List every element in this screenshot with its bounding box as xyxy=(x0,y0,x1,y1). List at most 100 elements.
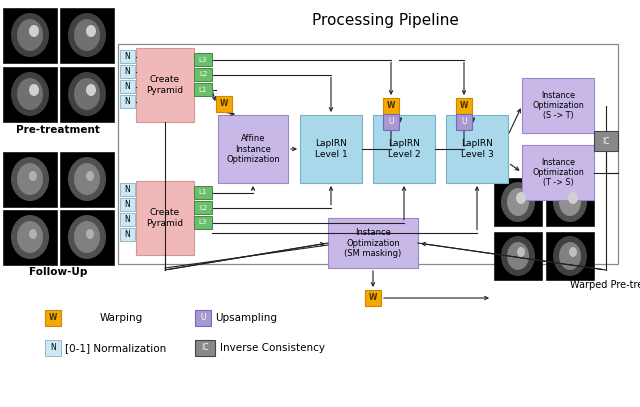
Bar xyxy=(456,98,472,114)
Ellipse shape xyxy=(17,221,43,253)
Bar xyxy=(194,68,212,81)
Ellipse shape xyxy=(501,236,535,276)
Ellipse shape xyxy=(516,192,526,204)
Bar xyxy=(383,114,399,130)
Text: W: W xyxy=(460,101,468,110)
Bar xyxy=(60,8,114,63)
Text: N: N xyxy=(125,215,131,224)
Text: Affine
Instance
Optimization: Affine Instance Optimization xyxy=(226,134,280,164)
Bar xyxy=(120,213,135,226)
Text: L2: L2 xyxy=(199,72,207,77)
Bar xyxy=(120,65,135,78)
Ellipse shape xyxy=(553,236,587,276)
Ellipse shape xyxy=(507,188,529,216)
Ellipse shape xyxy=(11,13,49,57)
Bar xyxy=(546,178,594,226)
Text: L3: L3 xyxy=(199,219,207,225)
Ellipse shape xyxy=(559,188,581,216)
Ellipse shape xyxy=(68,72,106,116)
Ellipse shape xyxy=(74,163,100,195)
Ellipse shape xyxy=(68,157,106,201)
Ellipse shape xyxy=(517,247,525,257)
Bar xyxy=(194,186,212,199)
Ellipse shape xyxy=(11,215,49,259)
Ellipse shape xyxy=(86,25,96,37)
Bar xyxy=(60,67,114,122)
Text: IC: IC xyxy=(201,344,209,352)
Bar xyxy=(194,83,212,96)
Bar xyxy=(300,115,362,183)
Ellipse shape xyxy=(507,242,529,270)
Bar xyxy=(218,115,288,183)
Bar xyxy=(195,310,211,326)
Bar xyxy=(45,310,61,326)
Text: Warping: Warping xyxy=(100,313,143,323)
Bar xyxy=(373,115,435,183)
Text: Create
Pyramid: Create Pyramid xyxy=(147,75,184,95)
Text: Create
Pyramid: Create Pyramid xyxy=(147,208,184,228)
Bar xyxy=(216,96,232,112)
Bar xyxy=(194,201,212,214)
Ellipse shape xyxy=(559,242,581,270)
Bar xyxy=(194,53,212,66)
Ellipse shape xyxy=(569,247,577,257)
Text: L1: L1 xyxy=(199,87,207,92)
Bar xyxy=(120,50,135,63)
Bar xyxy=(383,98,399,114)
Bar xyxy=(120,198,135,211)
Bar xyxy=(328,218,418,268)
Text: N: N xyxy=(125,97,131,106)
Ellipse shape xyxy=(17,78,43,110)
Text: LapIRN
Level 3: LapIRN Level 3 xyxy=(461,139,493,159)
Bar xyxy=(45,340,61,356)
Text: IC: IC xyxy=(602,136,610,145)
Text: N: N xyxy=(125,185,131,194)
Bar xyxy=(195,340,215,356)
Text: N: N xyxy=(125,230,131,239)
Text: Processing Pipeline: Processing Pipeline xyxy=(312,13,458,28)
Ellipse shape xyxy=(68,13,106,57)
Bar xyxy=(494,178,542,226)
Text: U: U xyxy=(461,118,467,127)
Text: W: W xyxy=(369,293,377,302)
Bar xyxy=(594,131,618,151)
Text: Follow-Up: Follow-Up xyxy=(29,267,87,277)
Bar xyxy=(120,95,135,108)
Ellipse shape xyxy=(501,182,535,222)
Text: W: W xyxy=(220,99,228,109)
Text: Inverse Consistency: Inverse Consistency xyxy=(220,343,325,353)
Bar xyxy=(446,115,508,183)
Text: U: U xyxy=(388,118,394,127)
Text: N: N xyxy=(125,52,131,61)
Bar xyxy=(3,210,57,265)
Text: L1: L1 xyxy=(199,190,207,195)
Text: Pre-treatment: Pre-treatment xyxy=(16,125,100,135)
Bar xyxy=(136,181,194,255)
Ellipse shape xyxy=(568,192,578,204)
Text: Upsampling: Upsampling xyxy=(215,313,277,323)
Text: N: N xyxy=(125,82,131,91)
Text: Instance
Optimization
(S -> T): Instance Optimization (S -> T) xyxy=(532,91,584,120)
Bar xyxy=(3,8,57,63)
Ellipse shape xyxy=(74,19,100,51)
Bar xyxy=(3,67,57,122)
Text: Warped Pre-treatment: Warped Pre-treatment xyxy=(570,280,640,290)
Text: U: U xyxy=(200,313,205,322)
Bar xyxy=(546,232,594,280)
Text: LapIRN
Level 2: LapIRN Level 2 xyxy=(388,139,420,159)
Bar xyxy=(3,152,57,207)
Ellipse shape xyxy=(74,78,100,110)
Text: N: N xyxy=(125,67,131,76)
Text: L2: L2 xyxy=(199,204,207,210)
Ellipse shape xyxy=(86,171,94,181)
Text: LapIRN
Level 1: LapIRN Level 1 xyxy=(315,139,348,159)
Ellipse shape xyxy=(17,163,43,195)
Ellipse shape xyxy=(74,221,100,253)
Bar xyxy=(60,152,114,207)
Ellipse shape xyxy=(17,19,43,51)
Ellipse shape xyxy=(553,182,587,222)
Text: Instance
Optimization
(T -> S): Instance Optimization (T -> S) xyxy=(532,158,584,187)
Bar xyxy=(118,44,618,264)
Text: W: W xyxy=(387,101,395,110)
Bar xyxy=(456,114,472,130)
